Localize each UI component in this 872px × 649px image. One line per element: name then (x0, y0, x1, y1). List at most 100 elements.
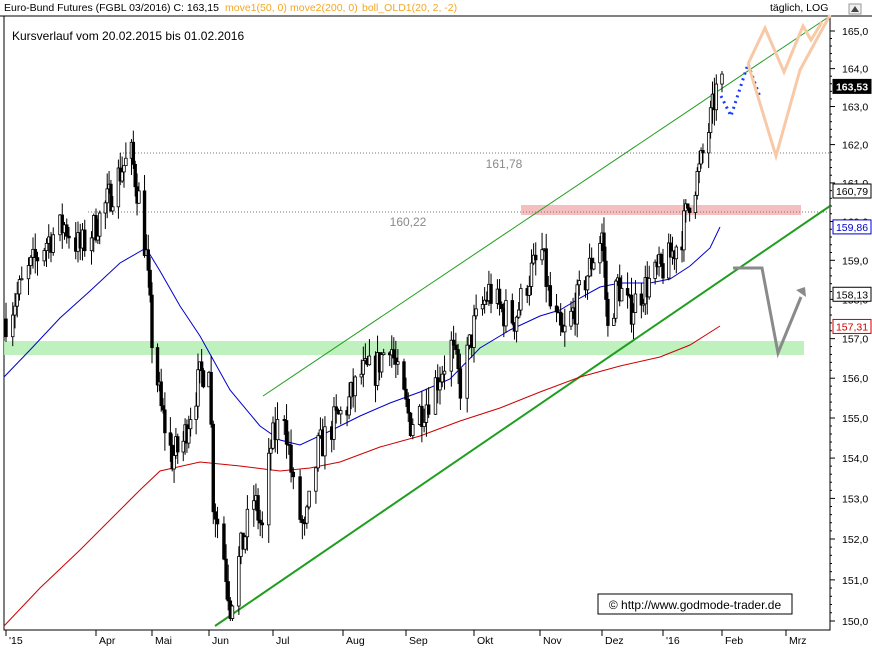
candle (497, 279, 502, 316)
candle (701, 143, 705, 164)
candle (137, 182, 141, 204)
chart-title: Euro-Bund Futures (FGBL 03/2016) C: 163,… (4, 2, 219, 14)
candle (554, 293, 559, 323)
y-tick-label: 153,0 (842, 493, 868, 505)
candle (699, 147, 703, 169)
forecast-orange-path-2 (746, 21, 824, 76)
candle (282, 415, 286, 435)
candle (314, 467, 318, 504)
candle (631, 303, 636, 339)
forecast-orange-path-1 (746, 14, 832, 162)
candle (465, 336, 469, 413)
support-zone-green (4, 341, 804, 355)
candle (17, 275, 22, 301)
x-tick-label: Apr (99, 635, 116, 647)
candle (629, 277, 634, 333)
candle (29, 255, 33, 275)
candle (83, 219, 87, 257)
candle (284, 404, 289, 459)
candle (209, 355, 213, 428)
candle (361, 346, 366, 388)
candle (695, 167, 699, 200)
candle (298, 469, 302, 523)
forecast-gray-arrowhead (796, 287, 806, 297)
price-marker-boll: 160,79 (832, 183, 872, 199)
candle (682, 199, 686, 262)
y-tick-label: 164,0 (842, 64, 868, 76)
ma50-line (3, 226, 721, 446)
candle (291, 467, 296, 490)
candle (394, 340, 398, 379)
candle (641, 298, 646, 313)
x-tick-label: '16 (666, 635, 680, 647)
candle (540, 232, 544, 265)
candle (606, 292, 610, 337)
candle (334, 394, 338, 424)
candle (392, 337, 396, 365)
ma200-line (3, 325, 721, 627)
candle (33, 233, 37, 274)
candle (98, 210, 102, 245)
candle (168, 417, 173, 462)
price-marker-ma50: 159,86 (832, 219, 872, 235)
candle (440, 365, 444, 388)
candle (420, 391, 424, 443)
candle (544, 233, 548, 303)
candle (120, 156, 124, 184)
watermark-text: © http://www.godmode-trader.de (609, 598, 782, 612)
candle (653, 259, 657, 285)
candle (252, 485, 256, 527)
candle (237, 546, 241, 615)
scroll-up-button[interactable] (848, 3, 862, 15)
candle (146, 234, 150, 288)
candles (4, 71, 724, 621)
candle (514, 315, 519, 343)
candle (124, 142, 128, 167)
candle (133, 160, 137, 197)
candle (686, 203, 690, 211)
candle (510, 293, 515, 326)
candle (451, 325, 456, 359)
candle (659, 252, 663, 267)
candle (472, 304, 476, 363)
candle (619, 275, 624, 302)
candle (105, 173, 109, 219)
candle (449, 331, 454, 387)
forecast-gray-path (733, 266, 803, 359)
candle (396, 349, 400, 376)
x-tick-label: '15 (9, 635, 23, 647)
candle (527, 275, 532, 306)
candle (187, 415, 191, 449)
candle (109, 179, 113, 213)
candle (529, 249, 534, 296)
candle (172, 445, 176, 483)
candle (402, 358, 406, 391)
candle (438, 366, 442, 405)
x-tick-label: Feb (725, 635, 743, 647)
candle (323, 416, 327, 470)
candle (103, 200, 108, 230)
candle (96, 218, 100, 244)
candle (20, 266, 24, 281)
y-tick-label: 154,0 (842, 453, 868, 465)
candle (347, 382, 351, 420)
candle (289, 429, 293, 483)
candle (598, 235, 602, 274)
candle (201, 368, 206, 389)
candle (51, 227, 55, 256)
candle (194, 392, 198, 435)
x-tick-label: Jun (212, 635, 229, 647)
candle (243, 535, 247, 554)
candle (433, 370, 438, 415)
candle (706, 123, 711, 169)
y-tick-label: 165,0 (842, 26, 868, 38)
x-tick-label: Okt (477, 635, 493, 647)
candle (422, 408, 426, 433)
scale-label: täglich, LOG (770, 2, 828, 14)
candle (275, 402, 280, 454)
candle (687, 207, 692, 222)
y-tick-label: 162,0 (842, 140, 868, 152)
y-tick-label: 152,0 (842, 534, 868, 546)
candle (639, 283, 644, 319)
candle (454, 332, 458, 355)
